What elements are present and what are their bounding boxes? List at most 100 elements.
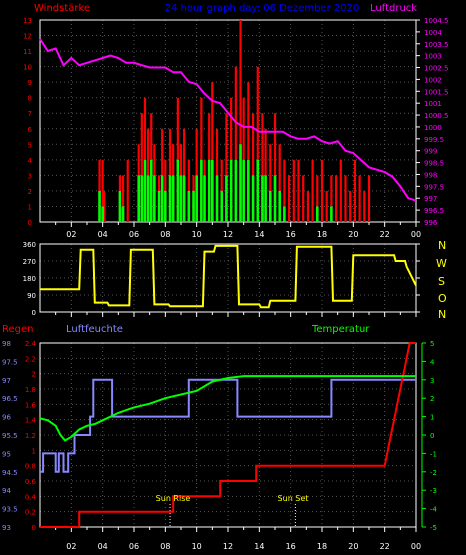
p1-right-tick-label: 1001.5 — [424, 88, 449, 96]
p1-left-tick-label: 10 — [23, 64, 32, 72]
rain-tick-label: 1.6 — [25, 401, 37, 409]
p1-right-tick-label: 996.5 — [424, 207, 444, 215]
rain-tick-label: 0.2 — [25, 509, 36, 517]
sunrise-label: Sun Rise — [156, 494, 191, 503]
p1-right-tick-label: 1002.5 — [424, 65, 449, 73]
p1-xtick-label: 04 — [98, 230, 108, 239]
p1-xtick-label: 18 — [317, 230, 327, 239]
rain-tick-label: 0.6 — [25, 478, 37, 486]
p2-left-tick-label: 360 — [23, 241, 36, 249]
p1-right-tick-label: 996 — [424, 219, 438, 227]
p1-xtick-label: 16 — [286, 230, 296, 239]
p1-left-tick-label: 6 — [28, 126, 33, 134]
p3-xtick-label: 04 — [98, 542, 108, 551]
dir-letter-o: O — [438, 292, 447, 305]
luftdruck-label: Luftdruck — [370, 3, 417, 14]
temperature-tick-label: -4 — [430, 506, 438, 514]
p3-xtick-label: 02 — [66, 542, 76, 551]
p1-right-tick-label: 998 — [424, 171, 437, 179]
rain-tick-label: 1.2 — [25, 432, 36, 440]
p1-left-tick-label: 5 — [28, 141, 32, 149]
humidity-tick-label: 98 — [2, 340, 11, 348]
humidity-tick-label: 94.5 — [2, 469, 18, 477]
pressure-line — [39, 38, 417, 202]
p1-left-tick-label: 13 — [23, 17, 32, 25]
p1-right-tick-label: 1004.5 — [424, 17, 449, 25]
rain-tick-label: 0.4 — [25, 493, 37, 501]
p1-right-tick-label: 1003 — [424, 53, 442, 61]
p2-left-tick-label: 90 — [27, 292, 36, 300]
humidity-tick-label: 97 — [2, 377, 11, 385]
p3-xtick-label: 12 — [223, 542, 233, 551]
humidity-tick-label: 94 — [2, 487, 11, 495]
windstaerke-label: Windstärke — [34, 3, 90, 14]
humidity-tick-label: 97.5 — [2, 358, 18, 366]
p3-xtick-label: 14 — [254, 542, 264, 551]
p1-xtick-label: 14 — [254, 230, 264, 239]
p1-right-tick-label: 1002 — [424, 76, 442, 84]
p2-left-tick-label: 180 — [23, 275, 36, 283]
rain-tick-label: 0 — [32, 524, 36, 532]
temperature-tick-label: 5 — [430, 340, 434, 348]
humidity-tick-label: 95 — [2, 450, 11, 458]
humidity-tick-label: 95.5 — [2, 432, 18, 440]
temperature-tick-label: 3 — [430, 377, 434, 385]
p1-xtick-label: 00 — [411, 230, 421, 239]
p1-left-tick-label: 0 — [28, 219, 32, 227]
p3-xtick-label: 22 — [380, 542, 390, 551]
temperature-tick-label: 0 — [430, 432, 434, 440]
humidity-tick-label: 93.5 — [2, 506, 18, 514]
p3-xtick-label: 10 — [192, 542, 202, 551]
p2-left-tick-label: 0 — [32, 309, 36, 317]
p1-left-tick-label: 3 — [28, 172, 32, 180]
dir-letter-s: S — [438, 275, 445, 288]
humidity-line — [40, 378, 416, 473]
p1-left-tick-label: 11 — [23, 48, 32, 56]
p1-xtick-label: 12 — [223, 230, 233, 239]
p1-right-tick-label: 999.5 — [424, 136, 444, 144]
p1-left-tick-label: 1 — [28, 203, 32, 211]
wind-direction-panel: 0 90 180 270 360 — [23, 241, 420, 317]
p1-left-tick-label: 2 — [28, 188, 32, 196]
humidity-tick-label: 96.5 — [2, 395, 18, 403]
rain-tick-label: 1.8 — [25, 386, 36, 394]
p1-xtick-label: 08 — [160, 230, 170, 239]
chart-title: 24 hour graph day: 06 Dezember 2020 — [165, 3, 360, 14]
dir-letter-w: W — [436, 257, 447, 270]
rain-tick-label: 2 — [32, 371, 36, 379]
temperature-tick-label: 2 — [430, 395, 434, 403]
rain-tick-label: 2.4 — [25, 340, 37, 348]
temperatur-label: Temperatur — [311, 324, 370, 335]
rain-tick-label: 1 — [32, 447, 36, 455]
p1-xtick-label: 06 — [129, 230, 139, 239]
rain-humidity-temperature-panel: 0 0.2 0.4 0.6 0.8 1 1.2 1.4 1.6 1.8 2 2.2 2.4 93 93.5 9… — [2, 340, 438, 551]
p3-xtick-label: 06 — [129, 542, 139, 551]
p3-xtick-label: 18 — [317, 542, 327, 551]
p1-right-tick-label: 999 — [424, 148, 437, 156]
p1-left-tick-label: 4 — [28, 157, 33, 165]
regen-label: Regen — [2, 324, 34, 335]
p1-left-tick-label: 9 — [28, 79, 32, 87]
rain-tick-label: 0.8 — [25, 463, 36, 471]
temperature-tick-label: -5 — [430, 524, 437, 532]
p1-xtick-label: 22 — [380, 230, 390, 239]
wind-direction-line — [40, 244, 417, 309]
temperature-line — [39, 375, 416, 442]
sunset-label: Sun Set — [278, 494, 309, 503]
p1-right-tick-label: 997 — [424, 195, 437, 203]
temperature-tick-label: -2 — [430, 469, 437, 477]
temperature-tick-label: 4 — [430, 358, 435, 366]
p1-left-tick-label: 7 — [28, 110, 32, 118]
p1-right-tick-label: 998.5 — [424, 160, 444, 168]
dir-letter-n-bottom: N — [438, 308, 446, 321]
p3-xtick-label: 20 — [348, 542, 358, 551]
dir-letter-n-top: N — [438, 239, 446, 252]
p1-right-tick-label: 1000.5 — [424, 112, 449, 120]
temperature-tick-label: -3 — [430, 487, 437, 495]
humidity-tick-label: 93 — [2, 524, 11, 532]
p1-right-tick-label: 1004 — [424, 29, 442, 37]
p1-right-tick-label: 1001 — [424, 100, 442, 108]
p1-right-tick-label: 997.5 — [424, 183, 444, 191]
p3-xtick-label: 00 — [411, 542, 421, 551]
